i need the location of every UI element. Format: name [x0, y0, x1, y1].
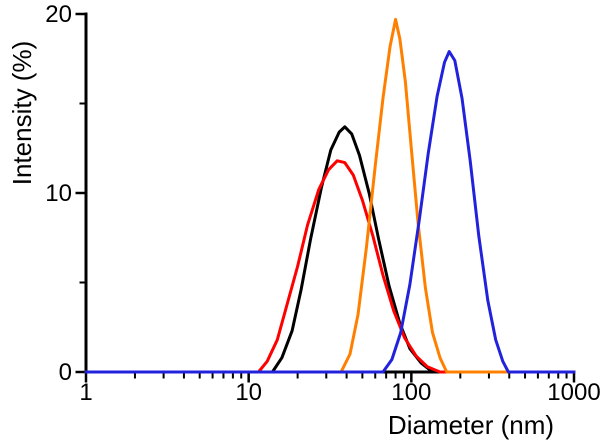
x-axis-title: Diameter (nm) — [387, 410, 555, 440]
y-axis-title: Intensity (%) — [7, 40, 37, 186]
curve-orange-sample — [84, 17, 576, 374]
y-tick-label-0: 0 — [59, 359, 72, 386]
y-tick-label-20: 20 — [45, 1, 72, 28]
x-tick-label-10: 10 — [235, 379, 262, 406]
x-tick-label-100: 100 — [391, 379, 431, 406]
curve-red-sample — [84, 159, 576, 374]
y-tick-label-10: 10 — [45, 180, 72, 207]
axis-lines — [84, 12, 576, 374]
curve-blue-sample — [84, 50, 576, 374]
x-tick-label-1000: 1000 — [547, 379, 600, 406]
x-tick-label-1: 1 — [79, 379, 92, 406]
curve-black-sample — [84, 125, 576, 374]
